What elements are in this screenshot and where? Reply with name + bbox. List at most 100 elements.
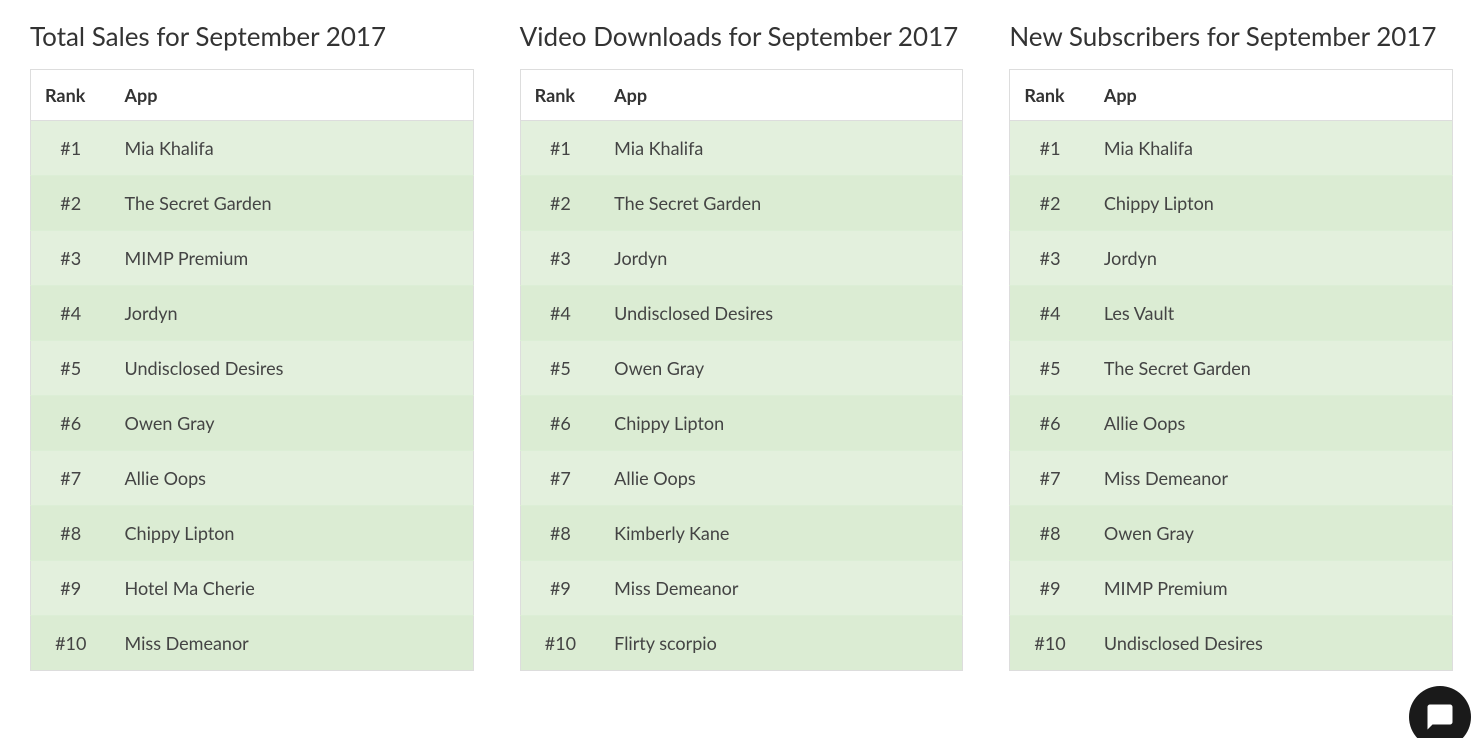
rank-cell: #3 bbox=[1010, 230, 1090, 285]
table-row: #6Allie Oops bbox=[1010, 395, 1453, 450]
table-body: #1Mia Khalifa#2The Secret Garden#3Jordyn… bbox=[520, 120, 963, 670]
app-cell: Mia Khalifa bbox=[600, 120, 963, 175]
app-cell: Jordyn bbox=[600, 230, 963, 285]
rank-cell: #9 bbox=[31, 560, 111, 615]
rank-cell: #10 bbox=[520, 615, 600, 670]
table-row: #6Chippy Lipton bbox=[520, 395, 963, 450]
table-body: #1Mia Khalifa#2The Secret Garden#3MIMP P… bbox=[31, 120, 474, 670]
table-row: #7Allie Oops bbox=[31, 450, 474, 505]
app-cell: Owen Gray bbox=[600, 340, 963, 395]
app-cell: Les Vault bbox=[1090, 285, 1453, 340]
rank-cell: #3 bbox=[520, 230, 600, 285]
app-cell: Owen Gray bbox=[1090, 505, 1453, 560]
app-cell: Undisclosed Desires bbox=[111, 340, 474, 395]
panel-new-subscribers: New Subscribers for September 2017 Rank … bbox=[1009, 20, 1453, 671]
table-row: #2Chippy Lipton bbox=[1010, 175, 1453, 230]
table-row: #1Mia Khalifa bbox=[1010, 120, 1453, 175]
chat-button[interactable] bbox=[1409, 686, 1471, 738]
table-row: #8Kimberly Kane bbox=[520, 505, 963, 560]
app-cell: Allie Oops bbox=[600, 450, 963, 505]
app-cell: Mia Khalifa bbox=[1090, 120, 1453, 175]
col-header-app: App bbox=[1090, 69, 1453, 120]
rank-cell: #9 bbox=[520, 560, 600, 615]
app-cell: The Secret Garden bbox=[111, 175, 474, 230]
rank-cell: #6 bbox=[1010, 395, 1090, 450]
rank-cell: #5 bbox=[520, 340, 600, 395]
table-body: #1Mia Khalifa#2Chippy Lipton#3Jordyn#4Le… bbox=[1010, 120, 1453, 670]
app-cell: Allie Oops bbox=[1090, 395, 1453, 450]
col-header-rank: Rank bbox=[1010, 69, 1090, 120]
rank-cell: #1 bbox=[31, 120, 111, 175]
col-header-app: App bbox=[600, 69, 963, 120]
table-row: #9Miss Demeanor bbox=[520, 560, 963, 615]
table-row: #4Les Vault bbox=[1010, 285, 1453, 340]
table-row: #4Jordyn bbox=[31, 285, 474, 340]
rank-cell: #10 bbox=[31, 615, 111, 670]
table-row: #2The Secret Garden bbox=[31, 175, 474, 230]
rank-cell: #8 bbox=[520, 505, 600, 560]
table-row: #5The Secret Garden bbox=[1010, 340, 1453, 395]
rank-cell: #6 bbox=[31, 395, 111, 450]
table-row: #2The Secret Garden bbox=[520, 175, 963, 230]
panel-title: Total Sales for September 2017 bbox=[30, 20, 474, 53]
app-cell: Miss Demeanor bbox=[600, 560, 963, 615]
col-header-rank: Rank bbox=[520, 69, 600, 120]
app-cell: Jordyn bbox=[1090, 230, 1453, 285]
app-cell: MIMP Premium bbox=[111, 230, 474, 285]
app-cell: MIMP Premium bbox=[1090, 560, 1453, 615]
table-video-downloads: Rank App #1Mia Khalifa#2The Secret Garde… bbox=[520, 69, 964, 671]
rank-cell: #8 bbox=[31, 505, 111, 560]
rank-cell: #7 bbox=[31, 450, 111, 505]
app-cell: Flirty scorpio bbox=[600, 615, 963, 670]
table-total-sales: Rank App #1Mia Khalifa#2The Secret Garde… bbox=[30, 69, 474, 671]
rank-cell: #9 bbox=[1010, 560, 1090, 615]
app-cell: Miss Demeanor bbox=[1090, 450, 1453, 505]
rank-cell: #5 bbox=[31, 340, 111, 395]
table-row: #8Chippy Lipton bbox=[31, 505, 474, 560]
table-row: #1Mia Khalifa bbox=[31, 120, 474, 175]
table-row: #7Miss Demeanor bbox=[1010, 450, 1453, 505]
rank-cell: #6 bbox=[520, 395, 600, 450]
table-row: #9Hotel Ma Cherie bbox=[31, 560, 474, 615]
table-row: #10Undisclosed Desires bbox=[1010, 615, 1453, 670]
col-header-rank: Rank bbox=[31, 69, 111, 120]
rank-cell: #1 bbox=[520, 120, 600, 175]
rank-cell: #2 bbox=[1010, 175, 1090, 230]
rank-cell: #1 bbox=[1010, 120, 1090, 175]
app-cell: Miss Demeanor bbox=[111, 615, 474, 670]
table-row: #7Allie Oops bbox=[520, 450, 963, 505]
table-row: #3Jordyn bbox=[520, 230, 963, 285]
app-cell: Kimberly Kane bbox=[600, 505, 963, 560]
app-cell: Mia Khalifa bbox=[111, 120, 474, 175]
app-cell: Hotel Ma Cherie bbox=[111, 560, 474, 615]
rank-cell: #10 bbox=[1010, 615, 1090, 670]
table-row: #8Owen Gray bbox=[1010, 505, 1453, 560]
rank-cell: #3 bbox=[31, 230, 111, 285]
table-row: #3Jordyn bbox=[1010, 230, 1453, 285]
table-row: #5Owen Gray bbox=[520, 340, 963, 395]
app-cell: Chippy Lipton bbox=[1090, 175, 1453, 230]
rank-cell: #7 bbox=[520, 450, 600, 505]
chat-icon bbox=[1425, 702, 1455, 732]
table-row: #9MIMP Premium bbox=[1010, 560, 1453, 615]
app-cell: The Secret Garden bbox=[1090, 340, 1453, 395]
rank-cell: #8 bbox=[1010, 505, 1090, 560]
table-row: #10Flirty scorpio bbox=[520, 615, 963, 670]
rank-cell: #2 bbox=[31, 175, 111, 230]
table-row: #3MIMP Premium bbox=[31, 230, 474, 285]
table-row: #4Undisclosed Desires bbox=[520, 285, 963, 340]
rank-cell: #4 bbox=[31, 285, 111, 340]
table-row: #6Owen Gray bbox=[31, 395, 474, 450]
panel-title: New Subscribers for September 2017 bbox=[1009, 20, 1453, 53]
tables-container: Total Sales for September 2017 Rank App … bbox=[30, 20, 1453, 671]
table-new-subscribers: Rank App #1Mia Khalifa#2Chippy Lipton#3J… bbox=[1009, 69, 1453, 671]
rank-cell: #4 bbox=[520, 285, 600, 340]
table-row: #5Undisclosed Desires bbox=[31, 340, 474, 395]
table-row: #10Miss Demeanor bbox=[31, 615, 474, 670]
app-cell: Jordyn bbox=[111, 285, 474, 340]
app-cell: The Secret Garden bbox=[600, 175, 963, 230]
app-cell: Chippy Lipton bbox=[600, 395, 963, 450]
app-cell: Allie Oops bbox=[111, 450, 474, 505]
app-cell: Undisclosed Desires bbox=[600, 285, 963, 340]
table-row: #1Mia Khalifa bbox=[520, 120, 963, 175]
